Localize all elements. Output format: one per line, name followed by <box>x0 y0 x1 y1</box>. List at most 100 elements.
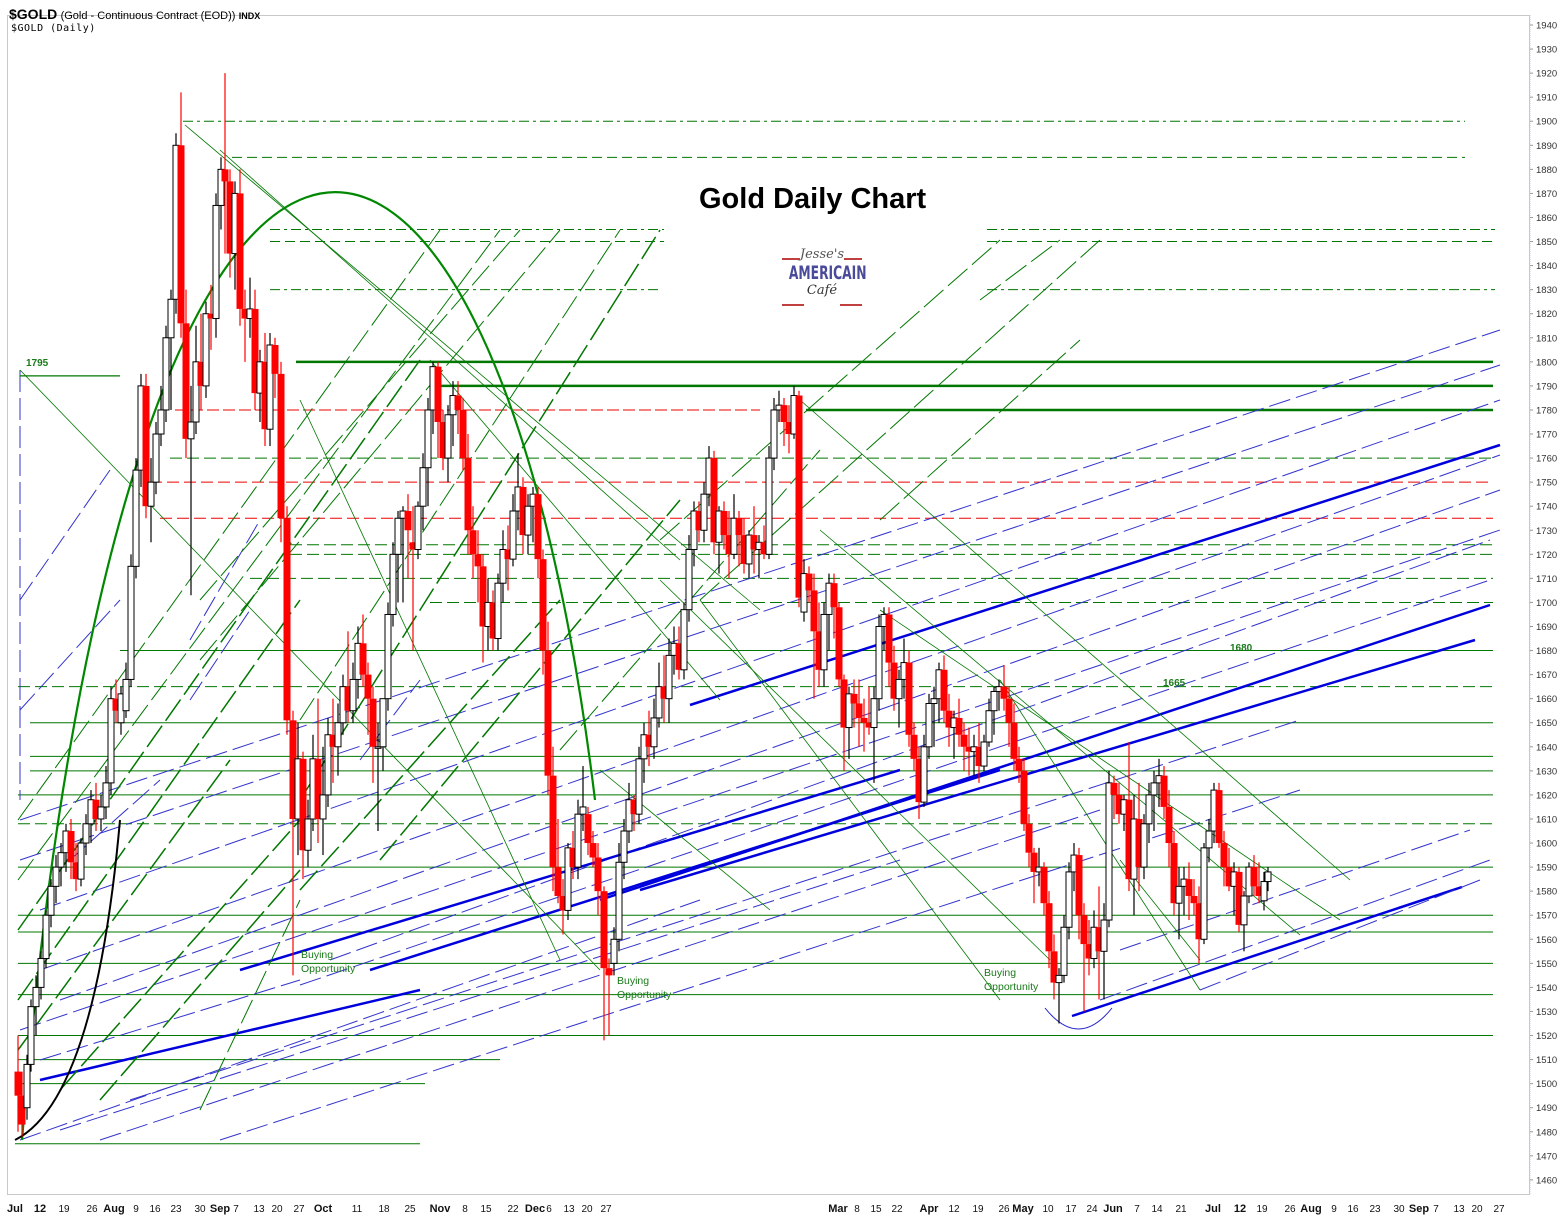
downtrend-line <box>699 599 1001 1001</box>
fan-line <box>299 229 661 801</box>
y-tick-label: 1830 <box>1536 285 1557 296</box>
candle <box>579 766 587 832</box>
candle <box>1135 782 1143 892</box>
candle <box>1165 790 1173 868</box>
fan-line <box>199 899 301 1111</box>
y-tick-label: 1530 <box>1536 1007 1557 1018</box>
x-tick-label: 27 <box>1493 1204 1505 1215</box>
x-tick-label: 13 <box>253 1204 265 1215</box>
candle <box>800 559 808 622</box>
x-tick-label: 16 <box>1347 1204 1359 1215</box>
candle <box>329 698 337 783</box>
candle <box>519 477 527 555</box>
y-tick-label: 1650 <box>1536 718 1557 729</box>
candle <box>192 325 200 435</box>
trend-line <box>129 719 1301 1101</box>
candle <box>221 73 229 254</box>
candle <box>700 482 708 543</box>
candle <box>1240 891 1248 952</box>
candle <box>805 566 813 603</box>
candle <box>212 193 220 338</box>
candle <box>1030 847 1038 904</box>
candle <box>266 332 274 447</box>
y-tick-label: 1840 <box>1536 261 1557 272</box>
x-tick-label: 19 <box>58 1204 70 1215</box>
candle <box>1260 871 1268 911</box>
y-tick-label: 1520 <box>1536 1031 1557 1042</box>
downtrend-line <box>299 399 561 961</box>
y-tick-label: 1930 <box>1536 45 1557 56</box>
candle <box>615 843 623 952</box>
candle <box>283 506 291 735</box>
candle <box>1040 862 1048 916</box>
candle <box>735 511 743 567</box>
y-tick-label: 1790 <box>1536 381 1557 392</box>
candle <box>359 614 367 687</box>
y-tick-label: 1710 <box>1536 574 1557 585</box>
y-tick-label: 1690 <box>1536 622 1557 633</box>
candle <box>1170 831 1178 916</box>
y-tick-label: 1660 <box>1536 694 1557 705</box>
y-tick-label: 1910 <box>1536 93 1557 104</box>
fan-line <box>99 869 301 1101</box>
candle <box>334 703 342 776</box>
trend-line <box>19 529 1501 1031</box>
x-tick-label: 12 <box>34 1203 46 1215</box>
x-tick-label: 17 <box>1065 1204 1077 1215</box>
fan-line <box>299 599 561 891</box>
candle <box>830 573 838 639</box>
candle <box>1264 867 1272 892</box>
candle <box>625 782 633 844</box>
candle <box>112 679 120 723</box>
annotation-label: Opportunity <box>301 963 356 975</box>
y-tick-label: 1460 <box>1536 1175 1557 1186</box>
candle <box>785 405 793 454</box>
candle <box>344 631 352 723</box>
candle <box>57 843 65 887</box>
y-tick-label: 1820 <box>1536 309 1557 320</box>
y-tick-label: 1550 <box>1536 959 1557 970</box>
candle <box>142 373 150 519</box>
x-tick-label: 19 <box>972 1204 984 1215</box>
candle <box>589 831 597 868</box>
annotation-label: Buying <box>984 967 1016 979</box>
candle <box>1195 886 1203 964</box>
downtrend-line <box>219 149 681 561</box>
x-tick-label: 26 <box>86 1204 98 1215</box>
candle <box>885 607 893 687</box>
exchange: INDX <box>238 11 261 21</box>
y-tick-label: 1680 <box>1536 646 1557 657</box>
candle <box>875 614 883 711</box>
candlesticks <box>14 73 1272 1137</box>
fan-line <box>17 759 231 1051</box>
x-tick-label: 18 <box>378 1204 390 1215</box>
candle <box>261 332 269 447</box>
candle <box>895 669 903 728</box>
candle <box>660 655 668 723</box>
candle <box>750 506 758 574</box>
candle <box>675 626 683 680</box>
x-tick-label: 27 <box>293 1204 305 1215</box>
downtrend-line <box>184 124 761 611</box>
x-tick-label: 24 <box>1086 1204 1098 1215</box>
x-tick-label: 15 <box>480 1204 492 1215</box>
logo-stripe <box>844 258 862 260</box>
x-tick-label: Mar <box>828 1203 848 1215</box>
annotation-label: Buying <box>301 949 333 961</box>
x-tick-label: 15 <box>870 1204 882 1215</box>
candle <box>1100 903 1108 1000</box>
candle <box>710 450 718 555</box>
candle <box>1000 664 1008 711</box>
candle <box>725 511 733 579</box>
candle <box>197 313 205 410</box>
y-tick-label: 1560 <box>1536 935 1557 946</box>
candle <box>930 686 938 747</box>
candle <box>960 722 968 771</box>
candle <box>1160 766 1168 819</box>
chart-header: $GOLD (Gold - Continuous Contract (EOD))… <box>9 6 260 22</box>
candle <box>740 518 748 574</box>
candle <box>620 818 628 880</box>
candle <box>574 799 582 880</box>
y-tick-label: 1870 <box>1536 189 1557 200</box>
